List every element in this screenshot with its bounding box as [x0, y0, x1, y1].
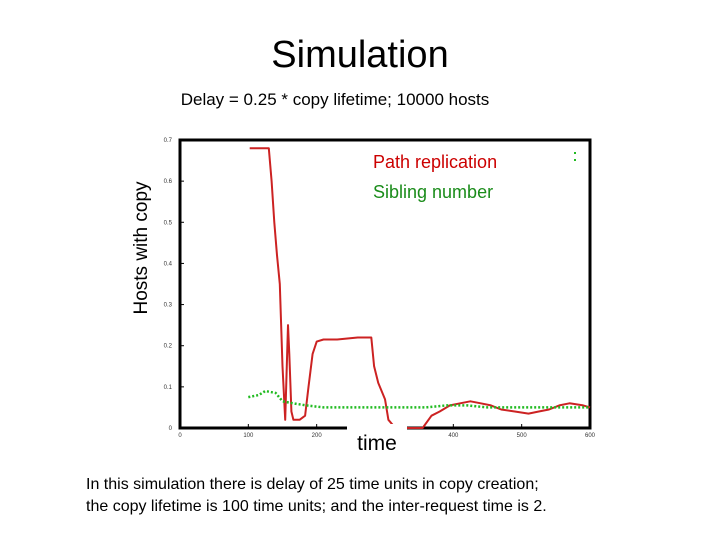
y-tick-label: 0.6 [164, 179, 173, 185]
slide-title: Simulation [271, 34, 449, 76]
chart-subtitle: Delay = 0.25 * copy lifetime; 10000 host… [180, 90, 490, 109]
legend-label-path-replication: Path replication [373, 152, 497, 172]
x-tick-label: 500 [517, 433, 528, 439]
y-tick-label: 0.7 [164, 138, 173, 144]
series-line-path-replication [249, 147, 591, 429]
legend-label-sibling-number: Sibling number [373, 182, 493, 202]
legend-marker-dot [574, 159, 576, 161]
chart-legend: Path replication Sibling number [366, 146, 576, 208]
x-tick-label: 0 [178, 433, 182, 439]
x-axis-label-box [347, 424, 407, 454]
legend-box [366, 146, 530, 208]
x-tick-label: 400 [448, 433, 459, 439]
caption-line-2: the copy lifetime is 100 time units; and… [86, 498, 547, 515]
y-tick-label: 0.5 [164, 220, 173, 226]
x-tick-label: 200 [312, 433, 323, 439]
legend-marker-dot [574, 152, 576, 154]
x-tick-label: 100 [243, 433, 254, 439]
caption: In this simulation there is delay of 25 … [86, 474, 686, 518]
x-axis-label-group: time [347, 424, 407, 455]
x-axis-label: time [357, 432, 397, 455]
y-tick-label: 0.4 [164, 261, 173, 267]
series-line-sibling-number [248, 389, 590, 409]
y-tick-label: 0.1 [164, 385, 173, 391]
caption-line-1: In this simulation there is delay of 25 … [86, 476, 539, 493]
y-tick-label: 0.3 [164, 303, 173, 309]
y-tick-label: 0.2 [164, 344, 173, 350]
series-layer [248, 147, 591, 429]
x-tick-label: 600 [585, 433, 596, 439]
y-tick-label: 0 [169, 426, 173, 432]
